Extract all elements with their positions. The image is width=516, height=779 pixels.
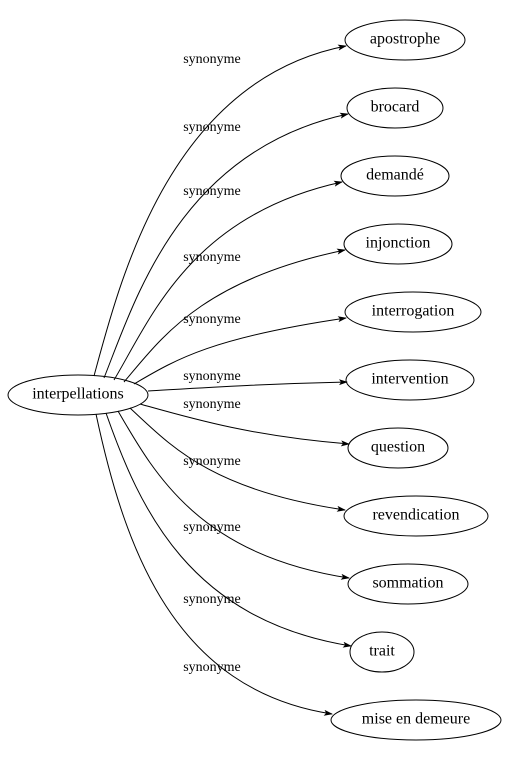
edge-label-t6: synonyme <box>183 397 241 412</box>
target-node-label-t4: interrogation <box>372 303 455 320</box>
edge-label-t0: synonyme <box>183 52 241 67</box>
edge-t8 <box>118 411 349 578</box>
edges-group: synonyme synonyme synonyme synonyme synonyme… <box>94 46 351 714</box>
target-node-label-t3: injonction <box>366 235 431 252</box>
edge-label-t2: synonyme <box>183 184 241 199</box>
target-node-label-t0: apostrophe <box>370 31 440 48</box>
nodes-group: interpellations apostrophe brocard demandé i… <box>8 20 501 740</box>
edge-label-t8: synonyme <box>183 520 241 535</box>
edge-label-t9: synonyme <box>183 592 241 607</box>
edge-t5 <box>148 382 347 391</box>
edge-label-t10: synonyme <box>183 660 241 675</box>
target-node-label-t7: revendication <box>372 507 459 524</box>
edge-t2 <box>114 182 342 380</box>
synonym-diagram: synonyme synonyme synonyme synonyme synonyme… <box>0 0 516 779</box>
target-node-label-t6: question <box>371 439 425 456</box>
edge-label-t4: synonyme <box>183 312 241 327</box>
target-node-label-t5: intervention <box>371 371 448 388</box>
edge-label-t1: synonyme <box>183 120 241 135</box>
target-node-label-t9: trait <box>369 643 395 660</box>
edge-t6 <box>140 404 349 444</box>
target-node-label-t10: mise en demeure <box>362 711 470 728</box>
target-node-label-t1: brocard <box>371 99 420 116</box>
edge-t1 <box>104 114 348 378</box>
target-node-label-t8: sommation <box>372 575 443 592</box>
edge-label-t5: synonyme <box>183 369 241 384</box>
edge-label-t3: synonyme <box>183 250 241 265</box>
source-node-label: interpellations <box>32 386 124 403</box>
edge-label-t7: synonyme <box>183 454 241 469</box>
target-node-label-t2: demandé <box>366 167 424 184</box>
